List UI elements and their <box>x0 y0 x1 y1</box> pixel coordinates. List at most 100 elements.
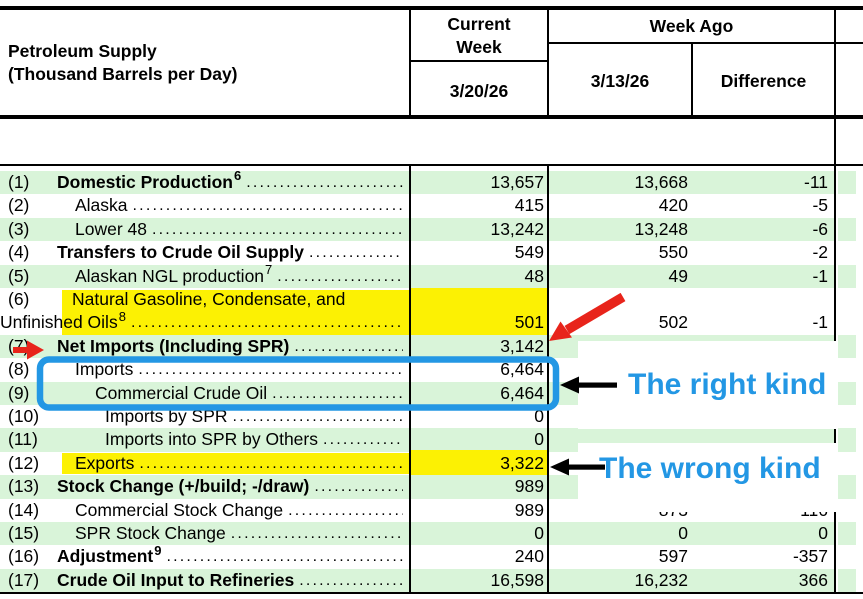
table-row: (10) Imports by SPR......................… <box>0 405 863 428</box>
col-divider-labels <box>409 6 411 115</box>
table-row: (13) Stock Change (+/build; -/draw)......… <box>0 475 863 498</box>
leader-dots: ........................................… <box>230 525 403 542</box>
column-header-week-ago: Week Ago <box>649 16 734 36</box>
footnote-ref: 9 <box>154 545 162 558</box>
leader-dots: ........................................… <box>232 408 403 425</box>
row-label-wrap: Lower 48................................… <box>75 218 403 241</box>
value-difference: -1 <box>812 312 828 333</box>
column-header-current-week: Current Week <box>447 14 511 57</box>
row-number: (15) <box>8 523 40 543</box>
value-difference: -357 <box>792 546 828 567</box>
row-label-wrap: Alaskan NGL production7.................… <box>75 265 403 288</box>
leader-dots: ........................................… <box>152 220 403 238</box>
row-stripe-stub <box>838 568 856 593</box>
yellow-highlight-value <box>411 288 547 335</box>
footnote-ref: 8 <box>118 311 126 324</box>
column-header-difference: Difference <box>720 71 807 91</box>
value-week-ago: 13,668 <box>634 172 688 192</box>
row-label-wrap: SPR Stock Change........................… <box>75 522 403 545</box>
footnote-ref: 6 <box>234 171 242 184</box>
table-row: (15) SPR Stock Change....................… <box>0 522 863 545</box>
value-difference: 0 <box>818 523 828 543</box>
row-label: Lower 48 <box>75 218 147 239</box>
row-label-wrap: Transfers to Crude Oil Supply...........… <box>57 241 403 264</box>
value-current-week: 6,464 <box>500 382 544 403</box>
row-label: Imports <box>75 359 134 380</box>
row-label: Unfinished Oils8 <box>0 311 126 334</box>
table-row: (11) Imports into SPR by Others..........… <box>0 428 863 451</box>
value-current-week: 3,322 <box>500 452 544 473</box>
column-header-week-ago-date: 3/13/26 <box>590 71 650 91</box>
value-current-week: 989 <box>514 499 544 520</box>
leader-dots: ........................................… <box>130 314 403 332</box>
table-row: (6) Natural Gasoline, Condensate, and Unfi… <box>0 288 863 335</box>
column-header-current-date: 3/20/26 <box>449 81 509 101</box>
table-row: (3) Lower 48.............................… <box>0 218 863 241</box>
row-stripe-stub <box>838 475 856 499</box>
row-label-wrap: Exports.................................… <box>75 452 403 475</box>
value-week-ago: 0 <box>678 523 688 543</box>
row-label: Alaskan NGL production7 <box>75 265 272 288</box>
row-label-wrap: Alaska..................................… <box>75 194 403 217</box>
row-label-wrap: Adjustment9.............................… <box>57 545 403 568</box>
row-label: Adjustment9 <box>57 545 161 568</box>
yellow-highlight-value <box>411 449 547 476</box>
value-difference: -1 <box>812 265 828 286</box>
col-divider-difference <box>691 42 693 115</box>
leader-dots: ........................................… <box>314 478 403 496</box>
row-label-wrap: Stock Change (+/build; -/draw)..........… <box>57 475 403 498</box>
value-current-week: 240 <box>514 546 544 567</box>
row-stripe <box>0 264 835 288</box>
top-border <box>0 6 863 10</box>
row-stripe-stub <box>838 171 856 195</box>
row-label: Domestic Production6 <box>57 171 241 194</box>
value-week-ago: 502 <box>658 312 688 333</box>
row-stripe-stub <box>838 381 856 405</box>
row-stripe-stub <box>838 334 856 359</box>
leader-dots: ........................................… <box>139 454 403 472</box>
row-number: (14) <box>8 499 40 520</box>
row-label-wrap: Commercial Crude Oil....................… <box>95 382 403 405</box>
value-week-ago: 13,248 <box>634 218 688 239</box>
row-label: Crude Oil Input to Refineries <box>57 569 295 590</box>
leader-dots: ........................................… <box>138 361 403 379</box>
leader-dots: ........................................… <box>272 384 403 402</box>
value-current-week: 0 <box>534 406 544 426</box>
row-number: (10) <box>8 406 40 426</box>
value-current-week: 13,657 <box>490 172 544 192</box>
value-current-week: 16,598 <box>490 569 544 590</box>
value-difference: 366 <box>798 569 828 590</box>
value-week-ago: 420 <box>658 195 688 216</box>
row-number: (11) <box>8 429 38 450</box>
row-stripe-stub <box>838 428 856 452</box>
row-label-wrap: Crude Oil Input to Refineries...........… <box>57 569 403 592</box>
table-row: (12) Exports.............................… <box>0 452 863 475</box>
leader-dots: ........................................… <box>277 267 403 285</box>
row-label-wrap: Imports.................................… <box>75 358 403 381</box>
row-label: Exports <box>75 452 135 473</box>
header-bottom-border <box>0 115 863 119</box>
row-stripe <box>0 171 835 195</box>
value-current-week: 989 <box>514 476 544 497</box>
row-number: (16) <box>8 546 40 567</box>
row-label: Commercial Crude Oil <box>95 382 268 403</box>
table-row: (16) Adjustment9.........................… <box>0 545 863 568</box>
col-divider-labels-data <box>409 164 411 594</box>
row-number: (9) <box>8 382 30 403</box>
row-label: Imports by SPR <box>105 406 228 426</box>
row-label: SPR Stock Change <box>75 523 226 543</box>
row-number: (7) <box>8 335 30 356</box>
row-label: Imports into SPR by Others <box>105 429 318 450</box>
row-stripe-stub <box>838 217 856 242</box>
table-right-border <box>834 6 836 594</box>
row-label-wrap: Imports into SPR by Others..............… <box>105 428 403 451</box>
current-week-underline <box>410 60 548 62</box>
table-title: Petroleum Supply (Thousand Barrels per D… <box>8 40 238 86</box>
row-number: (6) <box>8 289 30 309</box>
table-row: (14) Commercial Stock Change.............… <box>0 499 863 522</box>
value-week-ago: 49 <box>668 265 688 286</box>
table-title-line2: (Thousand Barrels per Day) <box>8 64 238 84</box>
row-label-wrap: Domestic Production6....................… <box>57 171 403 194</box>
row-number: (2) <box>8 195 30 216</box>
